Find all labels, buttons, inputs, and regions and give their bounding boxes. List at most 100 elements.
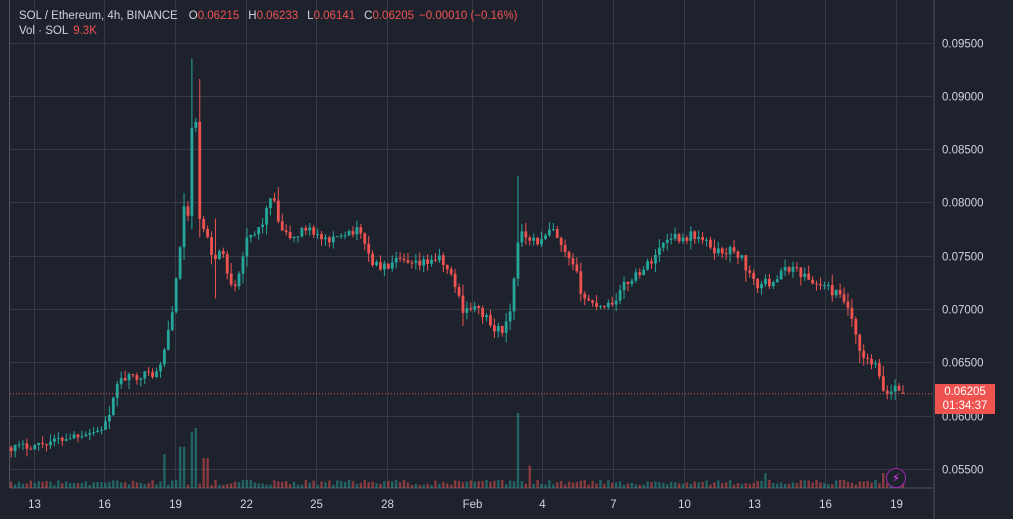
volume-bar: [273, 480, 276, 488]
volume-bar: [748, 483, 751, 488]
candle-body: [351, 231, 355, 235]
volume-bar: [858, 481, 861, 488]
candle-body: [854, 318, 858, 335]
candle-body: [701, 237, 705, 241]
candle-body: [296, 236, 300, 238]
volume-bar: [520, 481, 524, 488]
x-tick-label: 28: [381, 499, 394, 511]
candle-body: [614, 300, 618, 305]
candle-body: [705, 239, 708, 241]
high-value: 0.06233: [256, 10, 299, 22]
x-tick-label: 7: [610, 499, 616, 511]
volume-bar: [756, 480, 759, 488]
volume-bar: [618, 481, 622, 488]
volume-bar: [178, 446, 182, 488]
candle-body: [575, 264, 579, 272]
volume-bar: [312, 480, 315, 488]
candle-body: [49, 441, 52, 446]
candle-body: [214, 254, 217, 259]
candle-body: [320, 234, 323, 240]
volume-bar: [504, 484, 508, 488]
volume-bar: [772, 483, 775, 488]
x-tick-label: 16: [819, 499, 832, 511]
candle-body: [84, 434, 88, 437]
candle-body: [551, 229, 555, 231]
volume-bar: [614, 482, 618, 488]
volume-bar: [414, 483, 418, 488]
volume-label[interactable]: Vol · SOL: [19, 25, 69, 37]
candle-body: [131, 374, 135, 376]
volume-bar: [461, 482, 465, 488]
candle-body: [897, 385, 901, 391]
candle-body: [41, 442, 45, 445]
volume-bar: [776, 483, 779, 488]
volume-bar: [438, 483, 441, 488]
candle-body: [669, 238, 673, 240]
volume-bar: [64, 481, 68, 488]
volume-bar: [61, 483, 64, 488]
volume-bar: [316, 484, 319, 488]
candle-body: [21, 443, 25, 445]
candle-body: [162, 349, 166, 365]
candle-body: [709, 239, 712, 248]
symbol-label[interactable]: SOL / Ethereum, 4h, BINANCE: [19, 10, 178, 22]
lightning-icon[interactable]: ⚡: [886, 468, 906, 488]
candle-body: [681, 237, 685, 242]
volume-bar: [226, 484, 229, 488]
candle-body: [457, 287, 461, 296]
candle-body: [123, 377, 127, 381]
volume-bar: [229, 483, 233, 488]
candle-body: [461, 295, 465, 313]
volume-bar: [607, 480, 610, 488]
volume-bar: [155, 484, 158, 488]
candle-body: [292, 236, 296, 239]
bar-countdown: 01:34:37: [942, 400, 988, 412]
volume-bar: [108, 482, 111, 488]
volume-bar: [732, 484, 736, 488]
volume-bar: [571, 482, 575, 488]
candle-body: [771, 282, 775, 287]
candle-body: [52, 438, 56, 442]
volume-bar: [112, 480, 115, 488]
volume-bar: [292, 481, 296, 488]
candle-body: [618, 290, 622, 301]
low-value: 0.06141: [313, 10, 356, 22]
x-tick-label: 10: [678, 499, 691, 511]
volume-bar: [324, 482, 327, 488]
last-price-tag: 0.06205 01:34:37: [935, 384, 995, 414]
candle-body: [418, 260, 422, 266]
candle-body: [96, 430, 100, 433]
candle-body: [602, 305, 606, 308]
volume-bar: [80, 482, 84, 488]
volume-bar: [320, 481, 323, 488]
volume-bar: [237, 481, 241, 488]
candle-body: [579, 271, 583, 294]
candle-body: [748, 270, 752, 273]
y-tick-label: 0.09000: [942, 92, 984, 104]
candle-body: [217, 251, 221, 259]
candle-body: [76, 434, 80, 438]
candle-body: [587, 298, 591, 301]
volume-bar: [41, 481, 44, 488]
volume-bar: [371, 481, 374, 488]
volume-bar: [599, 480, 602, 488]
volume-bar: [736, 483, 740, 488]
candle-body: [760, 283, 763, 289]
candle-body: [390, 262, 394, 269]
candle-body: [445, 265, 449, 270]
candle-body: [489, 315, 492, 326]
y-tick-label: 0.08000: [942, 198, 984, 210]
volume-bar: [163, 454, 166, 488]
volume-bar: [249, 480, 253, 488]
candle-body: [355, 227, 359, 235]
open-value: 0.06215: [197, 10, 240, 22]
candle-body: [371, 253, 375, 266]
candle-body: [874, 363, 877, 365]
volume-bar: [100, 482, 103, 488]
volume-bar: [831, 484, 834, 488]
volume-bar: [681, 483, 685, 488]
candle-body: [532, 237, 536, 241]
candle-body: [599, 305, 602, 307]
candle-body: [830, 285, 834, 296]
